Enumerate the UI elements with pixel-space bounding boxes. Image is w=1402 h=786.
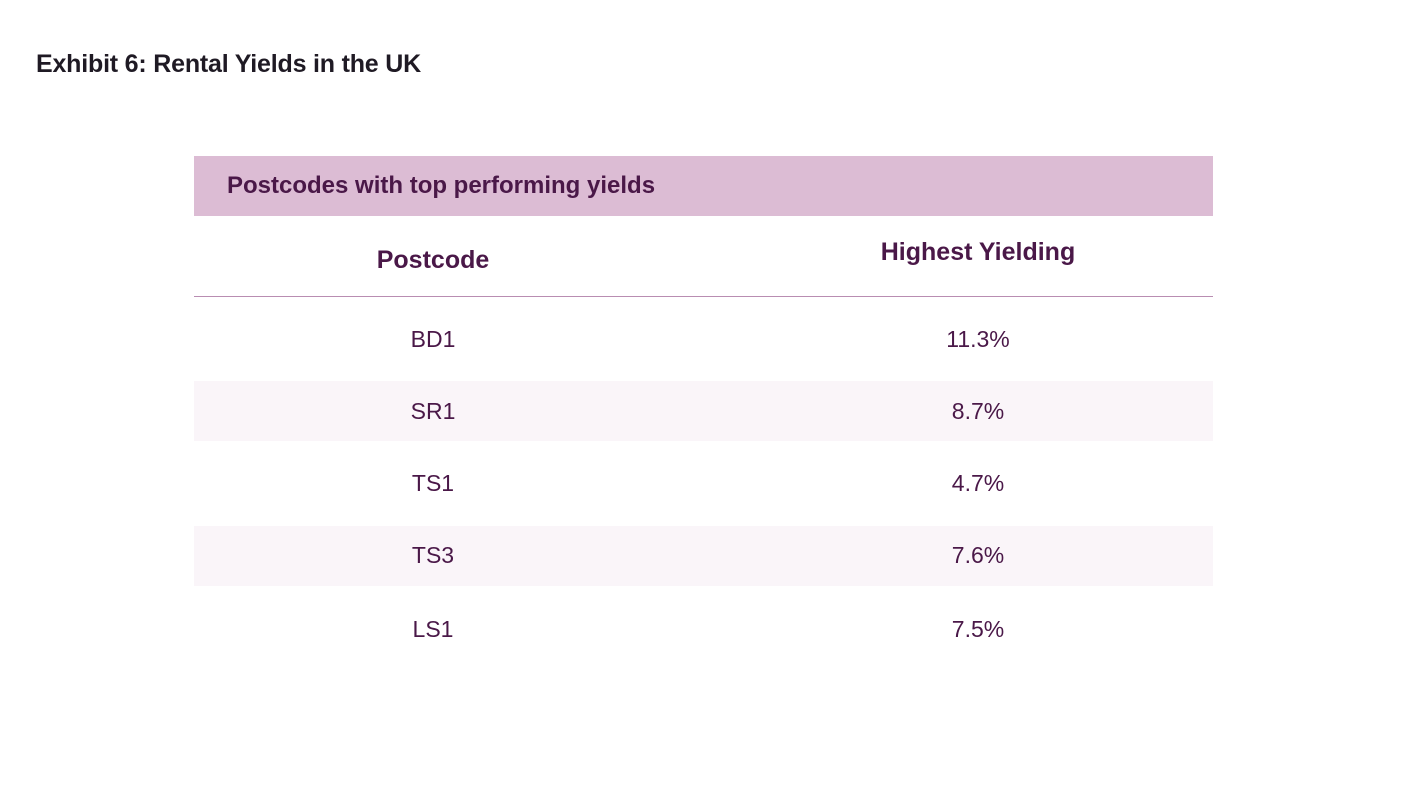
column-header-highest-yielding: Highest Yielding xyxy=(880,238,1076,266)
postcode-cell: TS3 xyxy=(411,542,455,568)
table-title: Postcodes with top performing yields xyxy=(227,172,656,199)
postcode-cell: TS1 xyxy=(411,470,455,496)
postcode-cell: LS1 xyxy=(412,616,454,642)
yields-table: Postcodes with top performing yields Pos… xyxy=(194,156,1213,658)
column-header-postcode: Postcode xyxy=(376,246,490,274)
table-body: BD1 11.3% SR1 8.7% TS1 4.7% TS3 7.6% LS1… xyxy=(194,297,1213,658)
table-header-row: Postcode Highest Yielding xyxy=(194,216,1213,297)
table-row: LS1 7.5% xyxy=(194,586,1213,658)
yield-cell: 7.6% xyxy=(951,542,1005,568)
table-row: SR1 8.7% xyxy=(194,381,1213,441)
yield-cell: 4.7% xyxy=(951,470,1005,496)
postcode-cell: BD1 xyxy=(410,326,456,352)
table-row: TS3 7.6% xyxy=(194,526,1213,586)
postcode-cell: SR1 xyxy=(410,398,456,424)
yield-cell: 7.5% xyxy=(951,616,1005,642)
yield-cell: 11.3% xyxy=(946,326,1010,352)
table-banner: Postcodes with top performing yields xyxy=(194,156,1213,216)
table-row: BD1 11.3% xyxy=(194,297,1213,381)
page-title: Exhibit 6: Rental Yields in the UK xyxy=(36,50,421,78)
table-row: TS1 4.7% xyxy=(194,441,1213,526)
yield-cell: 8.7% xyxy=(951,398,1005,424)
